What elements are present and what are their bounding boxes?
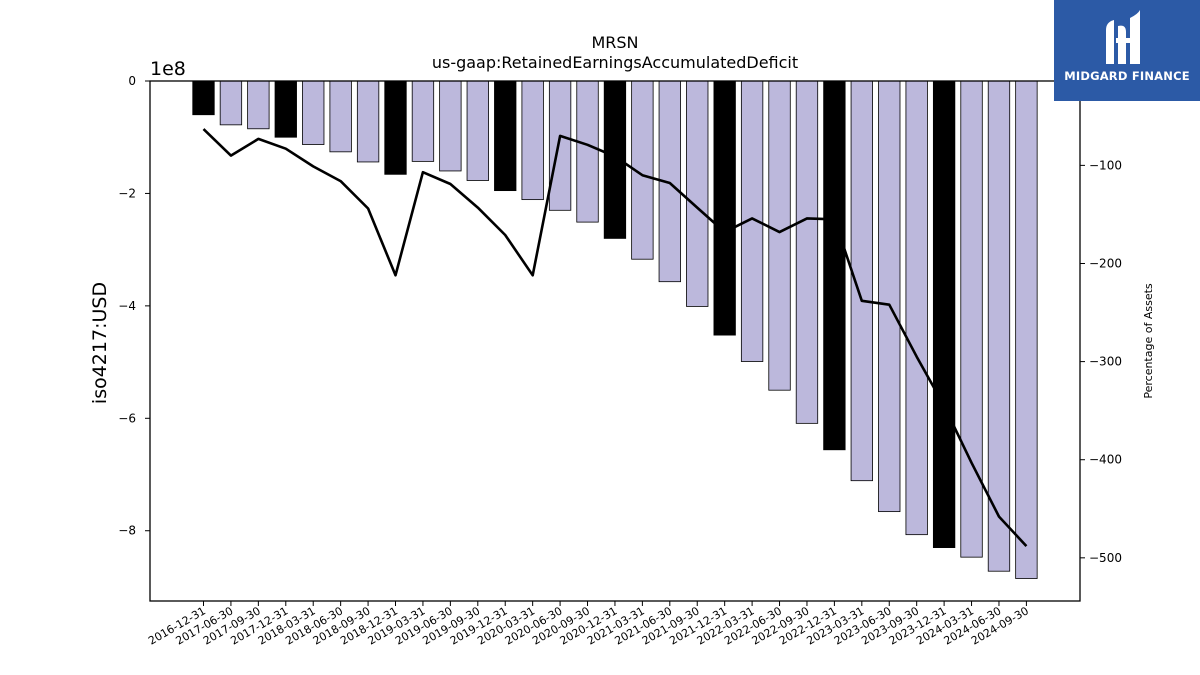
bar-2022-06-30 [768,80,791,391]
y-tick-label: −6 [118,411,136,425]
bar-2024-09-30 [1015,80,1038,579]
plot-frame [149,80,1081,602]
bar-2018-09-30 [356,80,380,163]
chart-subtitle: us-gaap:RetainedEarningsAccumulatedDefic… [432,53,798,72]
logo-text: MIDGARD FINANCE [1064,69,1190,83]
y-axis-ticks: 0 −2 −4 −6 −8 [118,74,150,538]
bar-2017-06-30 [219,80,243,126]
bar-2023-06-30 [878,80,901,513]
bar-2017-12-31 [274,80,297,138]
y-tick-label: −2 [118,186,136,200]
y2-tick-label: −200 [1089,256,1122,270]
y2-tick-label: −400 [1089,453,1122,467]
y-axis-label: iso4217:USD [89,282,111,404]
bar-2019-03-31 [411,80,435,162]
y-axis-offset: 1e8 [150,58,186,80]
y2-tick-label: −100 [1089,158,1122,172]
bar-2024-03-31 [960,80,983,558]
bar-2018-06-30 [329,80,352,153]
percentage-of-assets-line [202,128,1028,547]
bar-2023-12-31 [932,80,956,548]
bar-2017-09-30 [247,80,270,130]
midgard-logo-icon [1106,10,1140,65]
y2-tick-label: −300 [1089,355,1122,369]
y-tick-label: −8 [118,524,136,538]
bar-2016-12-31 [192,80,215,116]
bar-2018-12-31 [384,80,407,175]
bar-2023-09-30 [905,80,928,536]
bar-2021-12-31 [713,80,736,336]
bar-2024-06-30 [987,80,1011,572]
bar-2020-03-31 [521,80,544,201]
y2-axis-ticks: −100 −200 −300 −400 −500 [1080,158,1122,565]
bar-2019-09-30 [466,80,489,181]
bar-2020-09-30 [576,80,599,223]
bar-2018-03-31 [302,80,325,145]
percentage-line [202,128,1028,547]
y-tick-label: 0 [128,74,136,88]
bar-2021-09-30 [686,80,709,307]
bar-2019-12-31 [494,80,517,192]
bar-2020-06-30 [548,80,572,211]
chart-title: MRSN [591,33,638,52]
midgard-finance-logo: MIDGARD FINANCE [1054,0,1200,101]
bar-2020-12-31 [603,80,627,239]
y-tick-label: −4 [118,299,136,313]
bar-2022-09-30 [795,80,819,424]
y2-axis-label: Percentage of Assets [1142,283,1155,399]
bar-2022-12-31 [823,80,846,451]
bar-2019-06-30 [439,80,462,172]
x-axis-ticks: 2016-12-312017-06-302017-09-302017-12-31… [146,601,1031,648]
y2-tick-label: −500 [1089,551,1122,565]
